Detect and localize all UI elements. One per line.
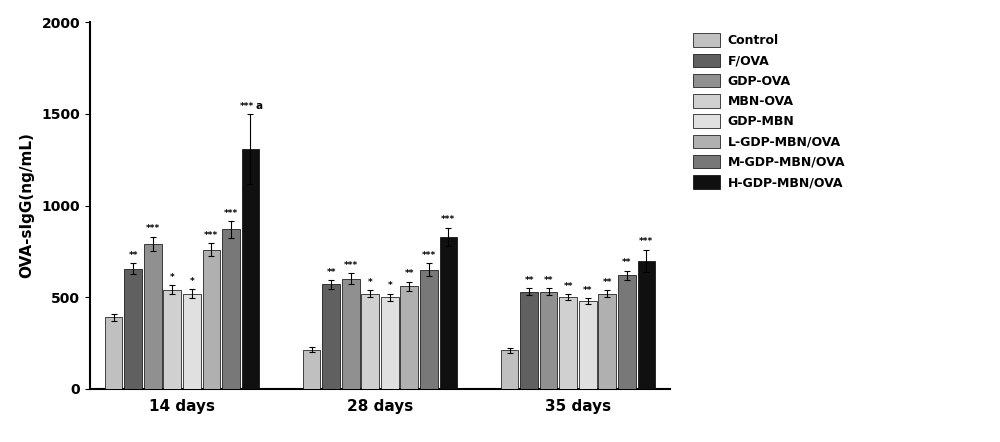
- Text: ***: ***: [240, 102, 254, 110]
- Bar: [222, 229, 240, 389]
- Text: **: **: [128, 251, 138, 260]
- Bar: [440, 237, 457, 389]
- Bar: [381, 297, 399, 389]
- Text: a: a: [255, 101, 262, 111]
- Text: *: *: [189, 277, 194, 286]
- Bar: [183, 293, 201, 389]
- Bar: [361, 293, 379, 389]
- Text: ***: ***: [422, 251, 436, 260]
- Y-axis label: OVA-sIgG(ng/mL): OVA-sIgG(ng/mL): [20, 133, 35, 278]
- Text: **: **: [524, 276, 534, 285]
- Text: **: **: [583, 286, 592, 295]
- Bar: [520, 292, 538, 389]
- Text: *: *: [387, 281, 392, 290]
- Bar: [242, 149, 259, 389]
- Text: **: **: [405, 269, 414, 278]
- Bar: [618, 275, 636, 389]
- Text: **: **: [544, 276, 553, 285]
- Bar: [598, 293, 616, 389]
- Text: ***: ***: [204, 231, 218, 240]
- Bar: [163, 290, 181, 389]
- Legend: Control, F/OVA, GDP-OVA, MBN-OVA, GDP-MBN, L-GDP-MBN/OVA, M-GDP-MBN/OVA, H-GDP-M: Control, F/OVA, GDP-OVA, MBN-OVA, GDP-MB…: [688, 28, 850, 194]
- Text: ***: ***: [146, 225, 160, 233]
- Bar: [540, 292, 557, 389]
- Bar: [420, 270, 438, 389]
- Text: *: *: [170, 273, 175, 282]
- Text: **: **: [603, 278, 612, 286]
- Bar: [501, 351, 518, 389]
- Text: **: **: [563, 282, 573, 291]
- Text: ***: ***: [224, 209, 238, 218]
- Text: **: **: [622, 258, 632, 267]
- Text: ***: ***: [639, 237, 653, 246]
- Bar: [303, 350, 320, 389]
- Text: ***: ***: [344, 261, 358, 270]
- Bar: [400, 286, 418, 389]
- Bar: [105, 317, 122, 389]
- Bar: [144, 244, 162, 389]
- Bar: [322, 284, 340, 389]
- Bar: [559, 297, 577, 389]
- Bar: [579, 301, 597, 389]
- Text: *: *: [368, 278, 373, 286]
- Bar: [638, 261, 655, 389]
- Bar: [124, 269, 142, 389]
- Text: ***: ***: [441, 215, 455, 224]
- Text: **: **: [326, 267, 336, 277]
- Bar: [203, 250, 220, 389]
- Bar: [342, 279, 360, 389]
